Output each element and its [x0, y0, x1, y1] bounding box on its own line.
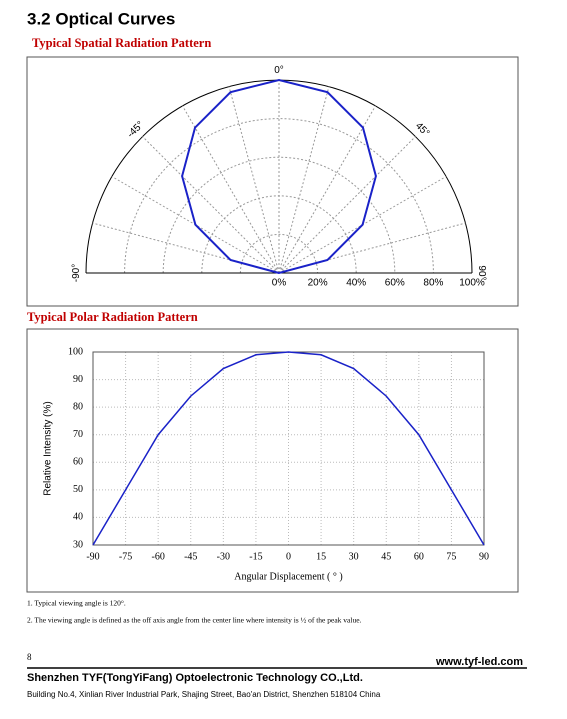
website: www.tyf-led.com: [435, 656, 523, 668]
y-tick-label: 90: [73, 374, 83, 385]
grid-spoke: [228, 86, 280, 274]
r-tick-label: 40%: [346, 278, 366, 289]
company: Shenzhen TYF(TongYiFang) Optoelectronic …: [27, 672, 363, 684]
r-tick-label: 100%: [459, 278, 485, 289]
x-tick-label: 60: [414, 551, 424, 562]
note: 2. The viewing angle is defined as the o…: [27, 616, 362, 625]
page-title: 3.2 Optical Curves: [27, 9, 175, 28]
x-tick-label: 90: [479, 551, 489, 562]
r-tick-label: 80%: [423, 278, 443, 289]
grid-spoke: [182, 105, 280, 274]
grid-spoke: [278, 86, 330, 274]
x-axis-label: Angular Displacement ( ° ): [234, 571, 342, 582]
x-tick-label: 75: [446, 551, 456, 562]
chart-frame: [26, 56, 519, 307]
y-tick-label: 30: [73, 539, 83, 550]
x-tick-label: -15: [249, 551, 262, 562]
chart-frame: [26, 328, 519, 593]
chart-title: Typical Polar Radiation Pattern: [27, 310, 198, 324]
page-number: 8: [27, 652, 32, 662]
y-axis-label: Relative Intensity (%): [43, 401, 54, 495]
y-tick-label: 40: [73, 512, 83, 523]
y-tick-label: 80: [73, 401, 83, 412]
angle-label: 90°: [476, 265, 487, 280]
angle-label: -90°: [71, 264, 82, 282]
x-tick-label: -45: [184, 551, 197, 562]
x-tick-label: 45: [381, 551, 391, 562]
grid-spoke: [278, 136, 416, 274]
y-tick-label: 50: [73, 484, 83, 495]
x-tick-label: 0: [286, 551, 291, 562]
chart-title: Typical Spatial Radiation Pattern: [32, 36, 211, 50]
r-tick-label: 20%: [308, 278, 328, 289]
line: [92, 351, 485, 546]
grid-arc: [124, 118, 434, 274]
x-tick-label: -60: [151, 551, 164, 562]
address: Building No.4, Xinlian River Industrial …: [27, 690, 381, 699]
y-tick-label: 70: [73, 429, 83, 440]
y-tick-label: 100: [68, 346, 83, 357]
r-tick-label: 0%: [272, 278, 287, 289]
x-tick-label: -75: [119, 551, 132, 562]
grid-arc: [162, 156, 396, 274]
polar-curve: [181, 78, 377, 275]
grid-spoke: [142, 136, 280, 274]
x-tick-label: -90: [86, 551, 99, 562]
r-tick-label: 60%: [385, 278, 405, 289]
x-tick-label: 30: [349, 551, 359, 562]
grid-arc: [239, 233, 319, 274]
y-tick-label: 60: [73, 457, 83, 468]
note: 1. Typical viewing angle is 120°.: [27, 599, 126, 608]
grid-spoke: [278, 105, 376, 274]
angle-label: 0°: [274, 65, 284, 76]
x-tick-label: -30: [217, 551, 230, 562]
x-tick-label: 15: [316, 551, 326, 562]
